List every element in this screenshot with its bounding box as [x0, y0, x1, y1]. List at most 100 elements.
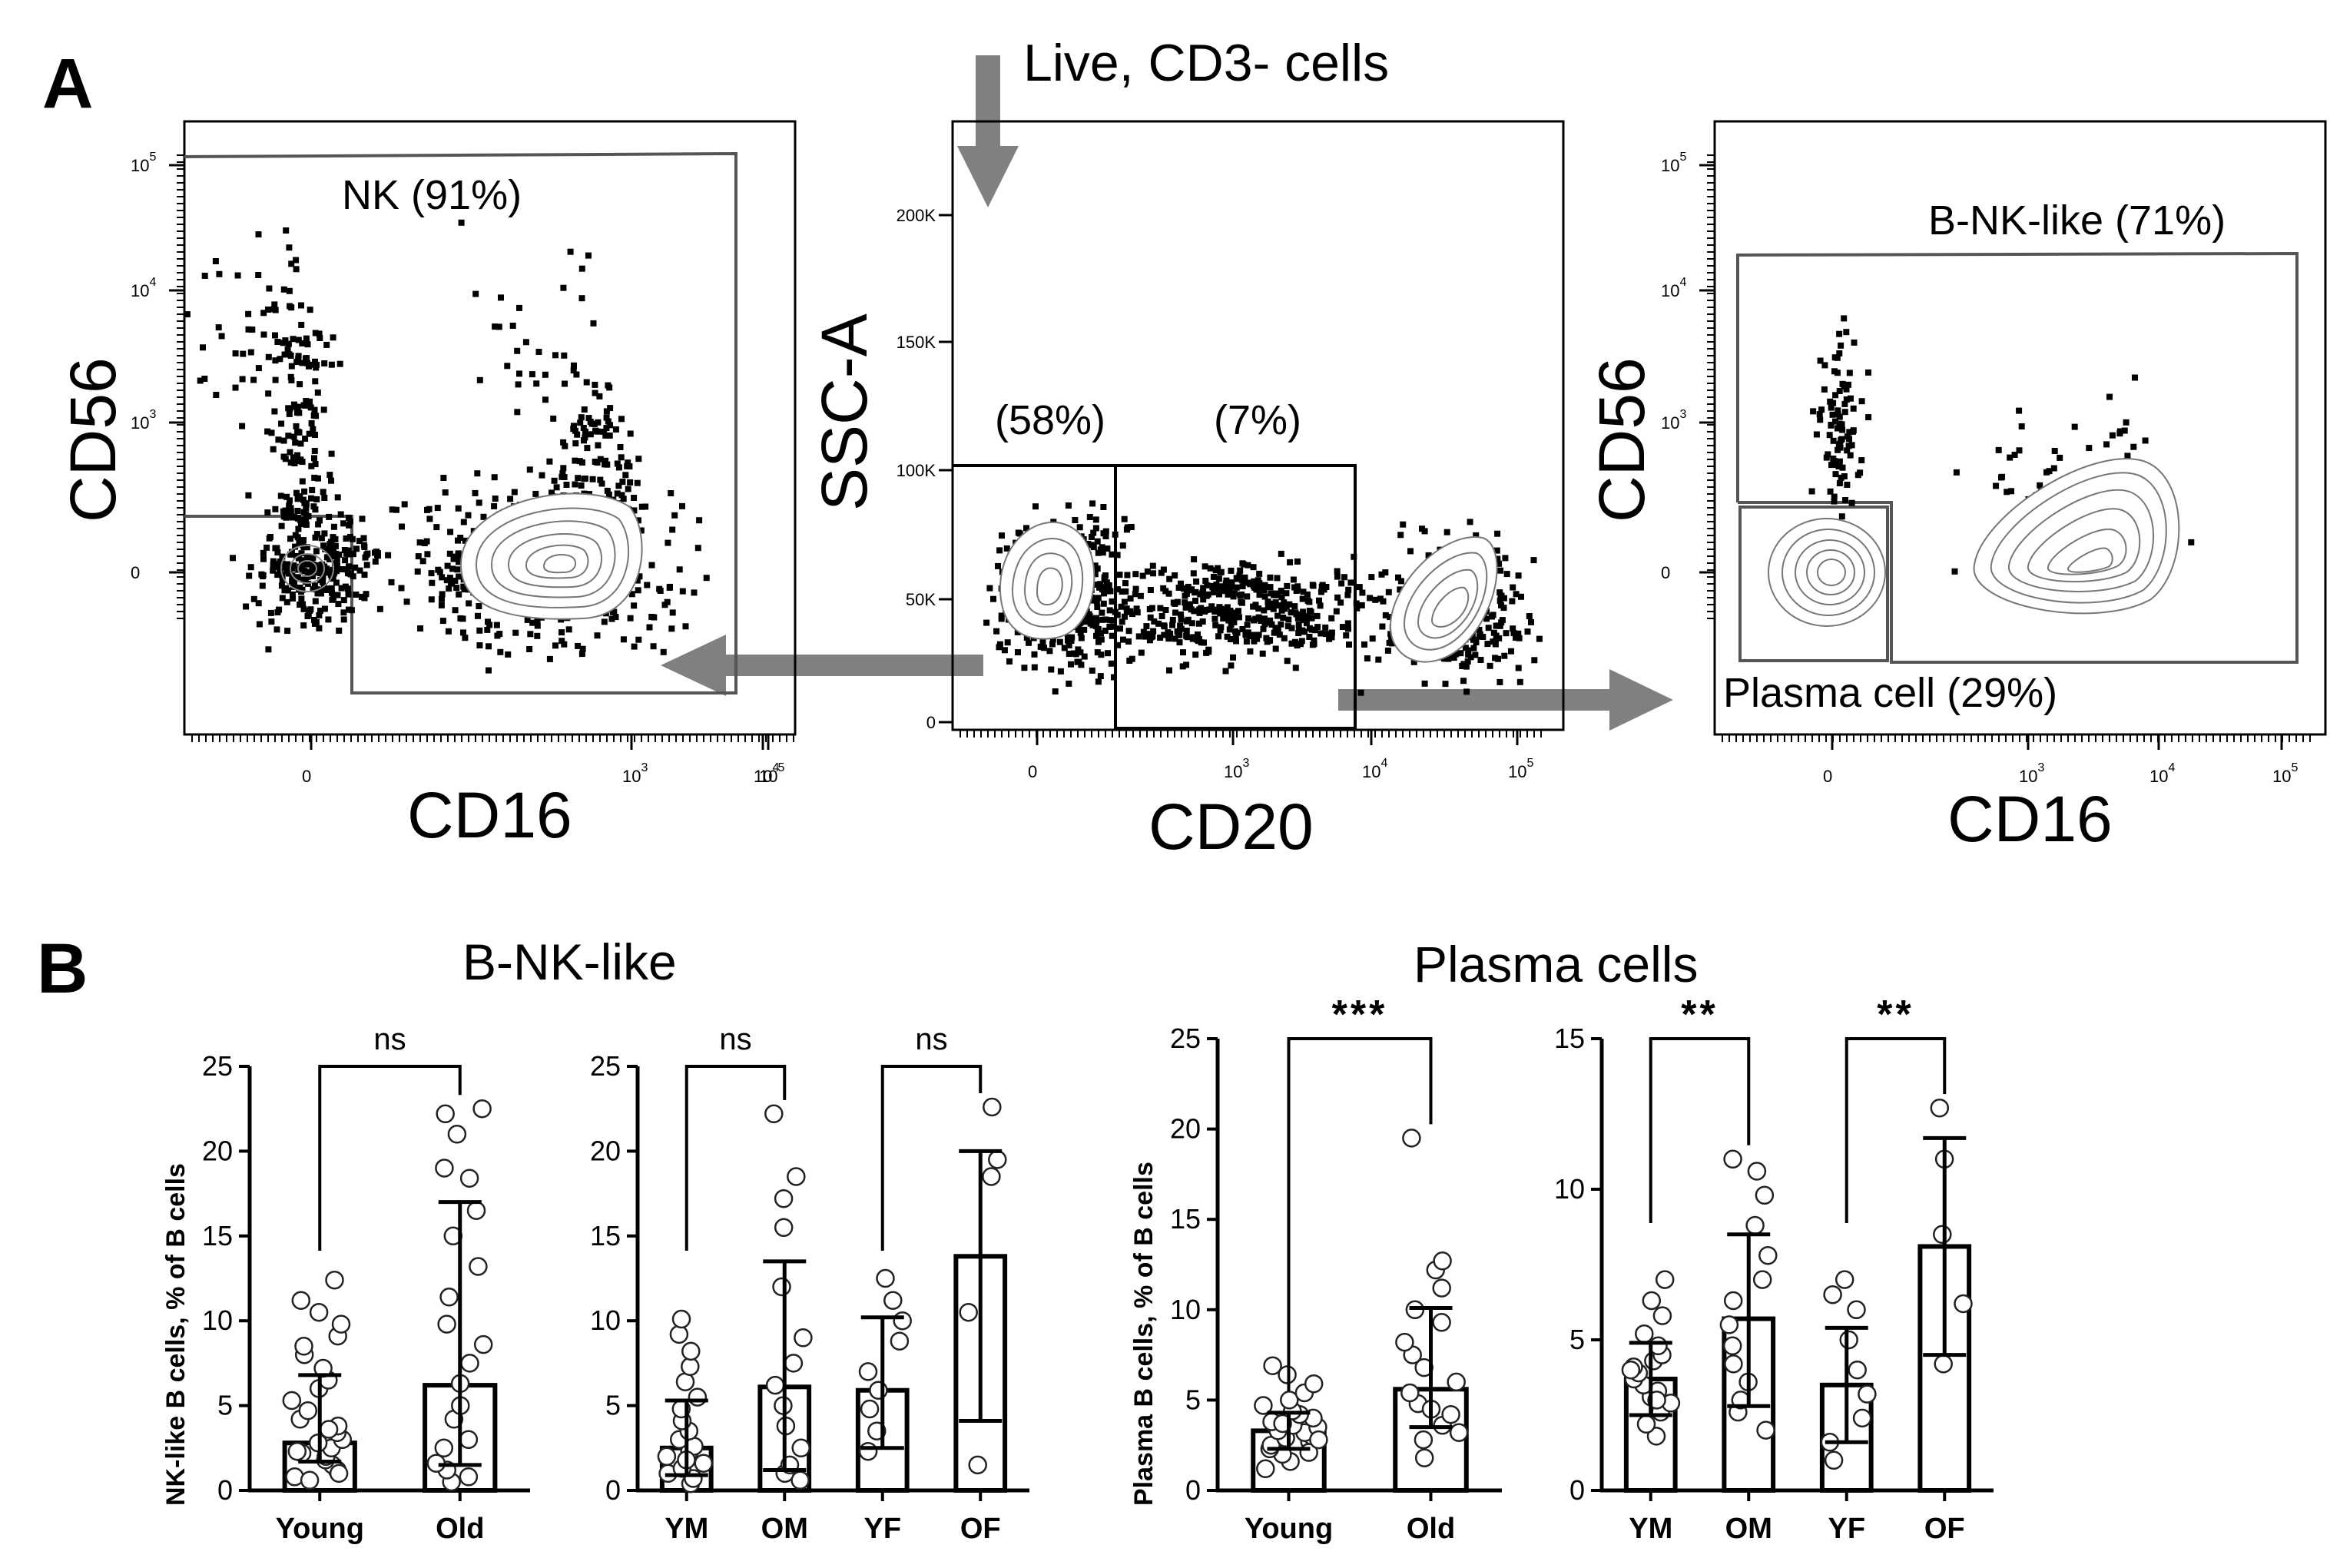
- event-dot: [272, 545, 279, 552]
- event-dot: [1142, 633, 1148, 640]
- event-dot: [509, 323, 516, 329]
- y-tick-label: 5: [1569, 1324, 1585, 1355]
- event-dot: [615, 482, 622, 489]
- event-dot: [1211, 615, 1218, 622]
- event-dot: [646, 624, 653, 631]
- event-dot: [1105, 650, 1111, 657]
- event-dot: [532, 490, 539, 497]
- event-dot: [267, 609, 274, 616]
- event-dot: [507, 496, 514, 502]
- event-dot: [213, 392, 220, 398]
- event-dot: [597, 476, 604, 483]
- event-dot: [1105, 588, 1111, 595]
- y-tick-label: 0: [217, 1474, 233, 1506]
- event-dot: [1172, 635, 1178, 642]
- event-dot: [1425, 552, 1432, 559]
- event-dot: [1304, 591, 1311, 598]
- event-dot: [1528, 618, 1534, 625]
- event-dot: [1228, 622, 1235, 628]
- event-dot: [559, 470, 566, 477]
- event-dot: [279, 560, 286, 567]
- event-dot: [1120, 636, 1126, 643]
- event-dot: [546, 655, 553, 662]
- event-dot: [1463, 663, 1470, 670]
- event-dot: [1303, 613, 1310, 620]
- event-dot: [285, 433, 292, 439]
- event-dot: [323, 341, 330, 348]
- event-dot: [300, 496, 307, 503]
- event-dot: [293, 423, 300, 429]
- event-dot: [1233, 575, 1240, 582]
- event-dot: [2116, 430, 2123, 437]
- event-dot: [573, 371, 580, 378]
- event-dot: [562, 443, 568, 449]
- event-dot: [1850, 405, 1857, 412]
- event-dot: [1076, 524, 1083, 531]
- event-dot: [475, 612, 481, 619]
- event-dot: [249, 327, 256, 333]
- section-title-plasma: Plasma cells: [1414, 936, 1698, 993]
- event-dot: [311, 568, 318, 575]
- event-dot: [334, 494, 341, 501]
- event-dot: [303, 355, 309, 362]
- event-dot: [1170, 599, 1177, 606]
- event-dot: [317, 517, 323, 524]
- data-point: [1309, 1430, 1328, 1450]
- category-label: YM: [1629, 1513, 1672, 1545]
- event-dot: [1518, 593, 1524, 600]
- event-dot: [1493, 547, 1500, 554]
- event-dot: [1074, 658, 1081, 665]
- event-dot: [1464, 658, 1471, 665]
- event-dot: [602, 457, 609, 464]
- event-dot: [281, 351, 288, 358]
- event-dot: [317, 608, 323, 614]
- event-dot: [1233, 638, 1239, 645]
- event-dot: [280, 437, 287, 444]
- event-dot: [1098, 630, 1104, 637]
- data-point: [291, 1291, 311, 1310]
- event-dot: [290, 454, 297, 461]
- event-dot: [460, 583, 467, 590]
- event-dot: [1343, 632, 1350, 639]
- gating-note: Live, CD3- cells: [1023, 34, 1389, 92]
- event-dot: [313, 496, 320, 502]
- event-dot: [428, 570, 435, 577]
- event-dot: [1284, 658, 1291, 665]
- event-dot: [1496, 622, 1503, 629]
- event-dot: [1147, 587, 1154, 593]
- event-dot: [594, 459, 601, 466]
- gate-label-plasma: Plasma cell (29%): [1723, 670, 2057, 716]
- event-dot: [601, 618, 608, 625]
- event-dot: [277, 568, 283, 575]
- event-dot: [1463, 688, 1470, 695]
- event-dot: [605, 491, 612, 498]
- event-dot: [1288, 625, 1295, 632]
- event-dot: [1261, 616, 1268, 623]
- event-dot: [1039, 638, 1046, 645]
- event-dot: [1122, 613, 1128, 620]
- event-dot: [433, 524, 440, 531]
- data-point: [472, 1099, 492, 1119]
- tick-exponent: 5: [777, 761, 784, 774]
- significance-label: **: [1877, 993, 1914, 1037]
- tick-label: 50K: [906, 590, 936, 609]
- data-point: [1414, 1448, 1434, 1467]
- event-dot: [1204, 582, 1211, 588]
- event-dot: [1097, 581, 1104, 588]
- data-point: [1823, 1285, 1842, 1304]
- event-dot: [1275, 602, 1282, 609]
- event-dot: [602, 432, 609, 439]
- data-point: [694, 1454, 714, 1473]
- data-point: [1280, 1391, 1299, 1410]
- event-dot: [298, 595, 305, 602]
- event-dot: [260, 310, 267, 317]
- event-dot: [1077, 649, 1084, 656]
- event-dot: [1230, 654, 1236, 661]
- event-dot: [522, 339, 529, 346]
- event-dot: [1099, 609, 1105, 616]
- y-tick-label: 20: [590, 1135, 621, 1166]
- event-dot: [576, 458, 583, 465]
- event-dot: [1093, 632, 1099, 639]
- event-dot: [1356, 584, 1363, 591]
- event-dot: [1821, 386, 1828, 393]
